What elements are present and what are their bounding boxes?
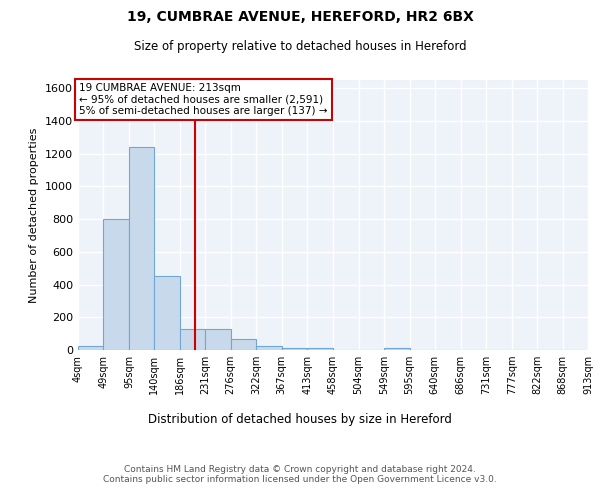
- Bar: [281, 348, 307, 350]
- Bar: [205, 328, 230, 350]
- Text: 19, CUMBRAE AVENUE, HEREFORD, HR2 6BX: 19, CUMBRAE AVENUE, HEREFORD, HR2 6BX: [127, 10, 473, 24]
- Bar: [256, 346, 281, 350]
- Text: Size of property relative to detached houses in Hereford: Size of property relative to detached ho…: [134, 40, 466, 53]
- Bar: [307, 348, 333, 350]
- Bar: [154, 276, 180, 350]
- Text: Contains HM Land Registry data © Crown copyright and database right 2024.
Contai: Contains HM Land Registry data © Crown c…: [103, 465, 497, 484]
- Bar: [103, 219, 129, 350]
- Bar: [230, 340, 256, 350]
- Text: 19 CUMBRAE AVENUE: 213sqm
← 95% of detached houses are smaller (2,591)
5% of sem: 19 CUMBRAE AVENUE: 213sqm ← 95% of detac…: [79, 83, 328, 116]
- Text: Distribution of detached houses by size in Hereford: Distribution of detached houses by size …: [148, 412, 452, 426]
- Bar: [180, 328, 205, 350]
- Bar: [129, 147, 154, 350]
- Y-axis label: Number of detached properties: Number of detached properties: [29, 128, 40, 302]
- Bar: [78, 346, 103, 350]
- Bar: [384, 348, 410, 350]
